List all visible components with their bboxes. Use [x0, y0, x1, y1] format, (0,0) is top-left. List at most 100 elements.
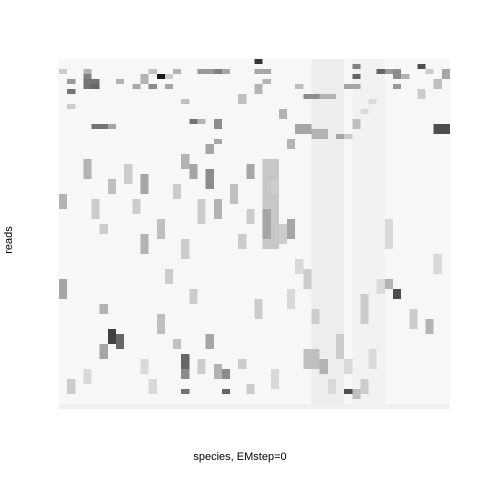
heatmap-cell-23	[205, 69, 214, 74]
heatmap-cell-49	[417, 64, 426, 69]
heatmap-cell-7	[67, 89, 76, 94]
heatmap-cell-11	[91, 84, 100, 89]
x-axis-label: species, EMstep=0	[193, 451, 287, 463]
heatmap-cell-116	[221, 389, 231, 394]
heatmap-cell-85	[246, 164, 255, 179]
heatmap-cell-37	[303, 94, 320, 99]
heatmap-cell-71	[140, 234, 149, 254]
heatmap-cell-45	[368, 99, 377, 104]
heatmap-cell-60	[83, 159, 92, 179]
heatmap-cell-132	[254, 59, 263, 64]
heatmap-cell-14	[140, 74, 149, 84]
heatmap-cell-77	[181, 239, 190, 259]
heatmap-cell-44	[360, 109, 369, 114]
heatmap-cell-95	[319, 359, 328, 374]
heatmap-cell-98	[360, 294, 369, 324]
heatmap-cell-103	[384, 279, 393, 289]
heatmap-cell-99	[368, 349, 377, 369]
heatmap-cell-127	[352, 389, 361, 399]
heatmap-cell-20	[164, 84, 174, 89]
heatmap-cell-76	[189, 164, 198, 179]
heatmap-cell-52	[441, 69, 450, 79]
heatmap-cell-124	[352, 64, 361, 69]
heatmap-cell-56	[91, 124, 108, 129]
heatmap-cell-67	[99, 344, 108, 359]
heatmap-cell-31	[238, 94, 247, 104]
heatmap-cell-113	[205, 334, 214, 349]
heatmap-cell-102	[392, 289, 402, 299]
heatmap-cell-108	[173, 339, 182, 349]
heatmap-cell-101	[384, 219, 393, 249]
heatmap-cell-18	[164, 74, 174, 79]
heatmap-cell-54	[433, 124, 450, 134]
heatmap-cell-84	[246, 209, 255, 224]
heatmap-cell-97	[344, 359, 353, 374]
heatmap-cell-48	[401, 74, 410, 79]
heatmap-cell-80	[197, 199, 206, 224]
heatmap-cell-64	[99, 304, 108, 314]
heatmap-cell-34	[278, 109, 288, 119]
heatmap-cell-10	[83, 74, 92, 79]
heatmap-cell-128	[360, 379, 369, 394]
heatmap-cell-17	[156, 74, 165, 79]
heatmap-cell-42	[344, 134, 353, 139]
heatmap-cell-58	[59, 194, 68, 209]
heatmap-cell-22	[197, 69, 206, 74]
heatmap-cell-43	[352, 119, 361, 129]
heatmap-cell-62	[99, 224, 108, 234]
heatmap-cell-51	[433, 79, 442, 89]
heatmap-cell-119	[140, 359, 149, 374]
heatmap-cell-70	[132, 199, 141, 214]
heatmap-cell-87	[270, 179, 279, 194]
heatmap-cell-118	[246, 384, 255, 394]
heatmap-cell-50	[425, 69, 434, 74]
heatmap-cell-109	[181, 354, 190, 369]
heatmap-plot-area	[59, 59, 450, 409]
heatmap-cell-38	[319, 94, 336, 99]
heatmap-cell-63	[107, 179, 117, 194]
heatmap-cell-133	[376, 69, 385, 74]
heatmap-cell-35	[287, 139, 296, 149]
heatmap-cell-57	[107, 124, 117, 129]
heatmap-cell-4	[262, 209, 271, 239]
heatmap-cell-72	[156, 219, 165, 239]
heatmap-cell-134	[384, 69, 393, 74]
heatmap-cell-81	[213, 199, 222, 219]
heatmap-cell-117	[238, 359, 247, 369]
heatmap-cell-82	[230, 184, 239, 204]
heatmap-cell-16	[148, 84, 157, 89]
heatmap-cell-26	[189, 119, 198, 124]
heatmap-cell-28	[213, 119, 222, 129]
heatmap-cell-15	[148, 69, 157, 74]
heatmap-cell-12	[116, 79, 125, 84]
heatmap-cell-112	[197, 359, 206, 374]
heatmap-cell-25	[221, 69, 231, 74]
heatmap-cell-86	[254, 299, 263, 319]
heatmap-cell-73	[164, 269, 174, 284]
heatmap-cell-89	[287, 219, 296, 239]
heatmap-cell-21	[181, 99, 190, 104]
heatmap-cell-66	[116, 334, 125, 349]
heatmap-cell-69	[140, 174, 149, 194]
heatmap-cell-36	[295, 84, 304, 89]
heatmap-cell-30	[205, 144, 214, 154]
heatmap-cell-74	[173, 184, 182, 199]
heatmap-cell-5	[59, 69, 68, 74]
heatmap-cell-121	[83, 369, 92, 384]
heatmap-cell-53	[417, 89, 426, 99]
heatmap-cell-106	[433, 254, 442, 274]
heatmap-cell-40	[311, 129, 328, 139]
heatmap-cell-59	[59, 279, 68, 299]
heatmap-cell-105	[425, 319, 434, 334]
heatmap-cell-39	[295, 124, 312, 134]
heatmap-cell-29	[213, 139, 222, 144]
heatmap-cell-47	[392, 84, 402, 89]
heatmap-cell-96	[335, 334, 345, 359]
heatmap-cell-24	[213, 69, 222, 74]
heatmap-cell-90	[295, 259, 304, 274]
heatmap-cell-114	[213, 364, 222, 379]
heatmap-cell-88	[278, 224, 288, 244]
heatmap-cell-94	[303, 349, 320, 369]
heatmap-cell-27	[197, 119, 206, 124]
